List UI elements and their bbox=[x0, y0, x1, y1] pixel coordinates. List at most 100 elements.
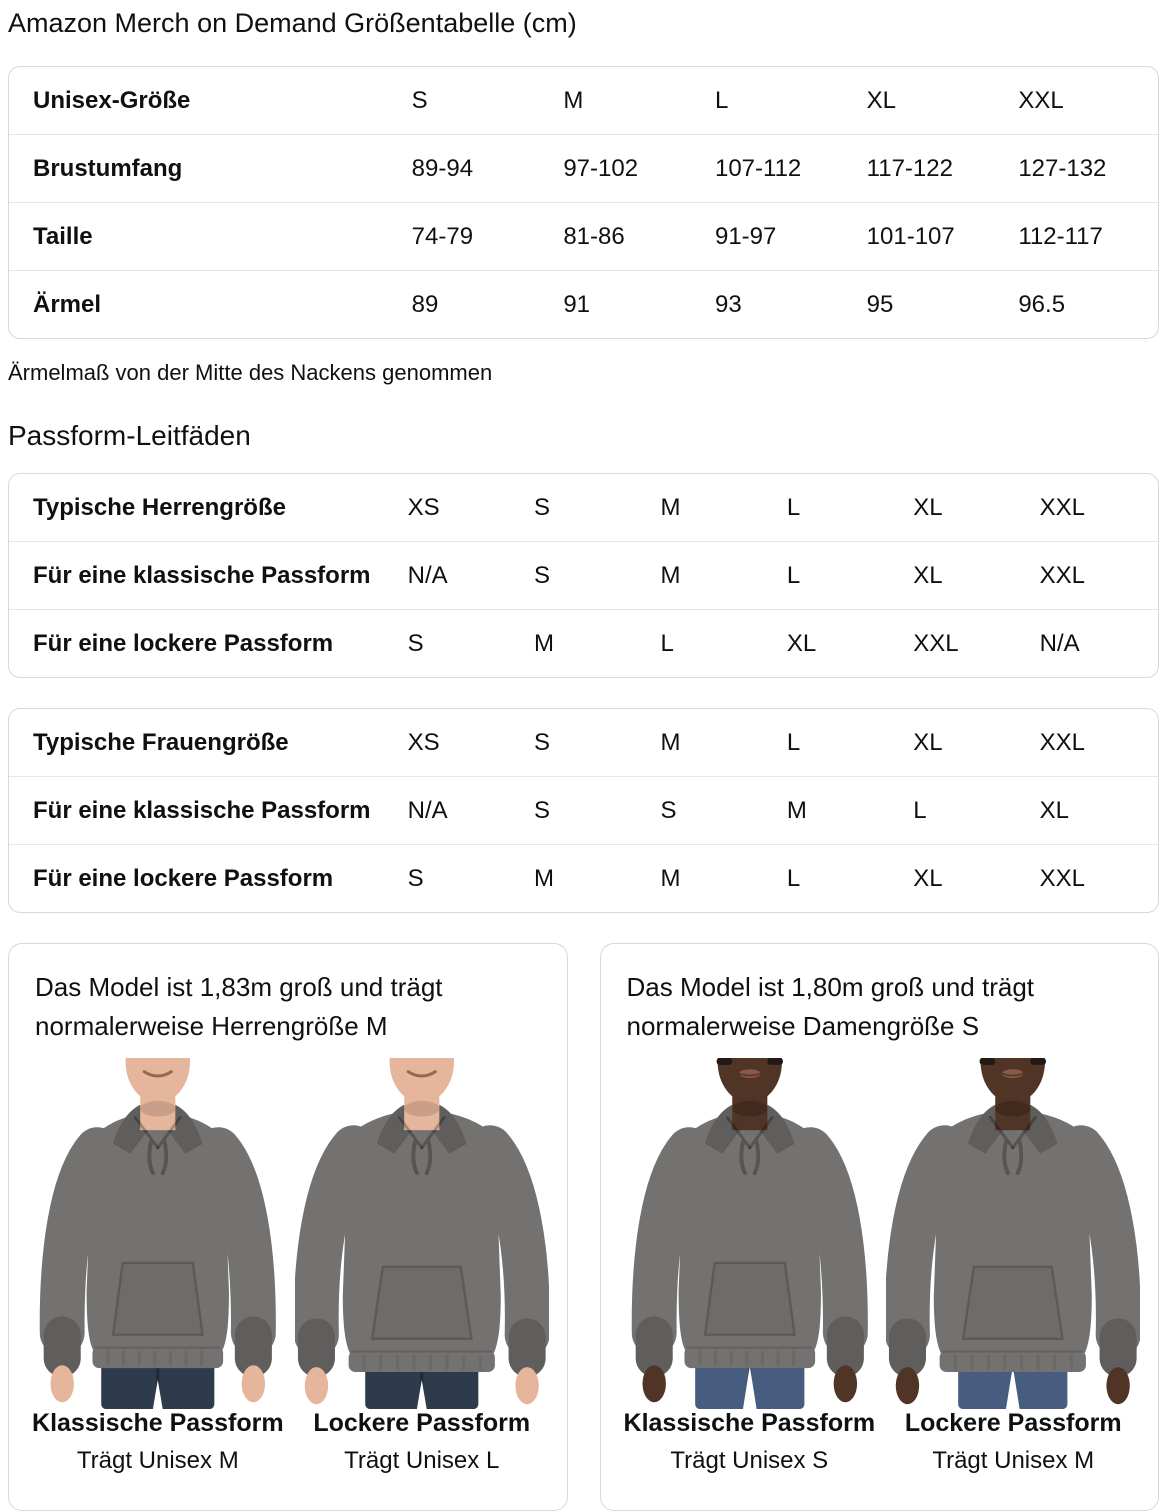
size-cell: M bbox=[563, 86, 584, 114]
size-cell: 93 bbox=[714, 290, 742, 318]
size-cell: S bbox=[411, 86, 428, 114]
size-cell: XL bbox=[786, 629, 817, 657]
size-cell: XL bbox=[866, 86, 897, 114]
size-cell: XL bbox=[1039, 796, 1069, 824]
size-cell: XXL bbox=[913, 629, 959, 657]
size-cell: S bbox=[534, 796, 551, 824]
size-cell: M bbox=[660, 561, 681, 589]
size-cell: L bbox=[913, 796, 927, 824]
fit-table-women: Typische Frauengröße XS S M L XL XXL Für… bbox=[8, 708, 1159, 913]
model-figure: Klassische Passform Trägt Unisex M bbox=[31, 1058, 285, 1475]
size-cell: N/A bbox=[1039, 629, 1080, 657]
size-cell: 89 bbox=[411, 290, 439, 318]
model-card-women: Das Model ist 1,80m groß und trägt norma… bbox=[599, 943, 1159, 1511]
size-cell: S bbox=[534, 728, 551, 756]
fit-caption: Lockere Passform bbox=[904, 1409, 1122, 1438]
model-card-men: Das Model ist 1,83m groß und trägt norma… bbox=[8, 943, 568, 1511]
size-cell: M bbox=[786, 796, 807, 824]
table-row: Für eine lockere Passform S M L XL XXL N… bbox=[9, 609, 1158, 677]
row-label: Für eine lockere Passform bbox=[33, 864, 334, 892]
row-label: Typische Herrengröße bbox=[33, 493, 286, 521]
size-cell: L bbox=[786, 728, 801, 756]
table-row: Brustumfang 89-94 97-102 107-112 117-122… bbox=[9, 134, 1158, 202]
size-cell: L bbox=[786, 864, 801, 892]
table-row: Unisex-Größe S M L XL XXL bbox=[9, 67, 1158, 134]
row-label: Für eine klassische Passform bbox=[33, 796, 371, 824]
size-cell: 96.5 bbox=[1018, 290, 1066, 318]
size-cell: M bbox=[534, 864, 555, 892]
model-photo-classic-fit-male bbox=[31, 1058, 285, 1410]
table-row: Typische Herrengröße XS S M L XL XXL bbox=[9, 474, 1158, 541]
size-cell: 91-97 bbox=[714, 222, 777, 250]
size-cell: XL bbox=[913, 493, 943, 521]
model-photo-classic-fit-female bbox=[623, 1058, 877, 1410]
size-cell: 112-117 bbox=[1018, 222, 1103, 250]
size-cell: XL bbox=[913, 864, 943, 892]
fit-caption: Klassische Passform bbox=[623, 1409, 876, 1438]
size-cell: M bbox=[660, 493, 681, 521]
table-row: Für eine klassische Passform N/A S S M L… bbox=[9, 776, 1158, 844]
section-heading: Passform-Leitfäden bbox=[8, 420, 251, 451]
fit-table-men: Typische Herrengröße XS S M L XL XXL Für… bbox=[8, 473, 1159, 678]
row-label: Brustumfang bbox=[33, 154, 183, 182]
size-cell: M bbox=[660, 864, 681, 892]
fit-size-caption: Trägt Unisex L bbox=[344, 1447, 500, 1475]
size-cell: XXL bbox=[1039, 493, 1085, 521]
model-figure: Lockere Passform Trägt Unisex M bbox=[886, 1058, 1140, 1475]
row-label: Typische Frauengröße bbox=[33, 728, 289, 756]
size-cell: S bbox=[407, 864, 424, 892]
model-description: Das Model ist 1,80m groß und trägt norma… bbox=[626, 972, 1035, 1041]
size-cell: XXL bbox=[1039, 728, 1085, 756]
size-cell: XXL bbox=[1039, 561, 1085, 589]
size-cell: XS bbox=[407, 493, 440, 521]
size-note: Ärmelmaß von der Mitte des Nackens genom… bbox=[8, 360, 493, 385]
fit-size-caption: Trägt Unisex M bbox=[932, 1447, 1095, 1475]
row-label: Ärmel bbox=[33, 290, 102, 318]
table-row: Typische Frauengröße XS S M L XL XXL bbox=[9, 709, 1158, 776]
table-row: Für eine lockere Passform S M M L XL XXL bbox=[9, 844, 1158, 912]
size-cell: S bbox=[534, 493, 551, 521]
size-cell: 107-112 bbox=[714, 154, 802, 182]
size-cell: 95 bbox=[866, 290, 894, 318]
size-cell: L bbox=[786, 561, 801, 589]
size-cell: 101-107 bbox=[866, 222, 955, 250]
table-row: Ärmel 89 91 93 95 96.5 bbox=[9, 270, 1158, 338]
table-row: Taille 74-79 81-86 91-97 101-107 112-117 bbox=[9, 202, 1158, 270]
fit-caption: Klassische Passform bbox=[32, 1409, 284, 1438]
size-cell: XL bbox=[913, 728, 943, 756]
size-cell: N/A bbox=[407, 561, 448, 589]
size-cell: XXL bbox=[1018, 86, 1064, 114]
fit-size-caption: Trägt Unisex M bbox=[76, 1447, 239, 1475]
size-cell: 74-79 bbox=[411, 222, 474, 250]
model-photos: Klassische Passform Trägt Unisex M Locke… bbox=[31, 1058, 549, 1475]
size-cell: L bbox=[660, 629, 674, 657]
size-cell: XXL bbox=[1039, 864, 1085, 892]
size-cell: 91 bbox=[563, 290, 591, 318]
model-photo-loose-fit-female bbox=[886, 1058, 1140, 1410]
size-cell: S bbox=[534, 561, 551, 589]
size-cell: 81-86 bbox=[563, 222, 625, 250]
size-cell: 127-132 bbox=[1018, 154, 1107, 182]
model-photos: Klassische Passform Trägt Unisex S Locke… bbox=[623, 1058, 1141, 1475]
size-table: Unisex-Größe S M L XL XXL Brustumfang 89… bbox=[8, 66, 1159, 339]
model-photo-loose-fit-male bbox=[295, 1058, 549, 1410]
model-figure: Klassische Passform Trägt Unisex S bbox=[623, 1058, 877, 1475]
table-row: Für eine klassische Passform N/A S M L X… bbox=[9, 541, 1158, 609]
size-cell: XS bbox=[407, 728, 440, 756]
size-cell: M bbox=[534, 629, 555, 657]
row-label: Taille bbox=[33, 222, 93, 250]
size-cell: 89-94 bbox=[411, 154, 474, 182]
row-label: Für eine lockere Passform bbox=[33, 629, 334, 657]
fit-caption: Lockere Passform bbox=[313, 1409, 531, 1438]
model-description: Das Model ist 1,83m groß und trägt norma… bbox=[35, 972, 443, 1041]
row-label: Für eine klassische Passform bbox=[33, 561, 371, 589]
size-cell: L bbox=[786, 493, 801, 521]
model-figure: Lockere Passform Trägt Unisex L bbox=[295, 1058, 549, 1475]
size-cell: L bbox=[714, 86, 729, 114]
fit-size-caption: Trägt Unisex S bbox=[670, 1447, 829, 1475]
size-cell: 117-122 bbox=[866, 154, 953, 182]
size-cell: S bbox=[407, 629, 424, 657]
row-label: Unisex-Größe bbox=[33, 86, 191, 114]
size-cell: 97-102 bbox=[563, 154, 639, 182]
